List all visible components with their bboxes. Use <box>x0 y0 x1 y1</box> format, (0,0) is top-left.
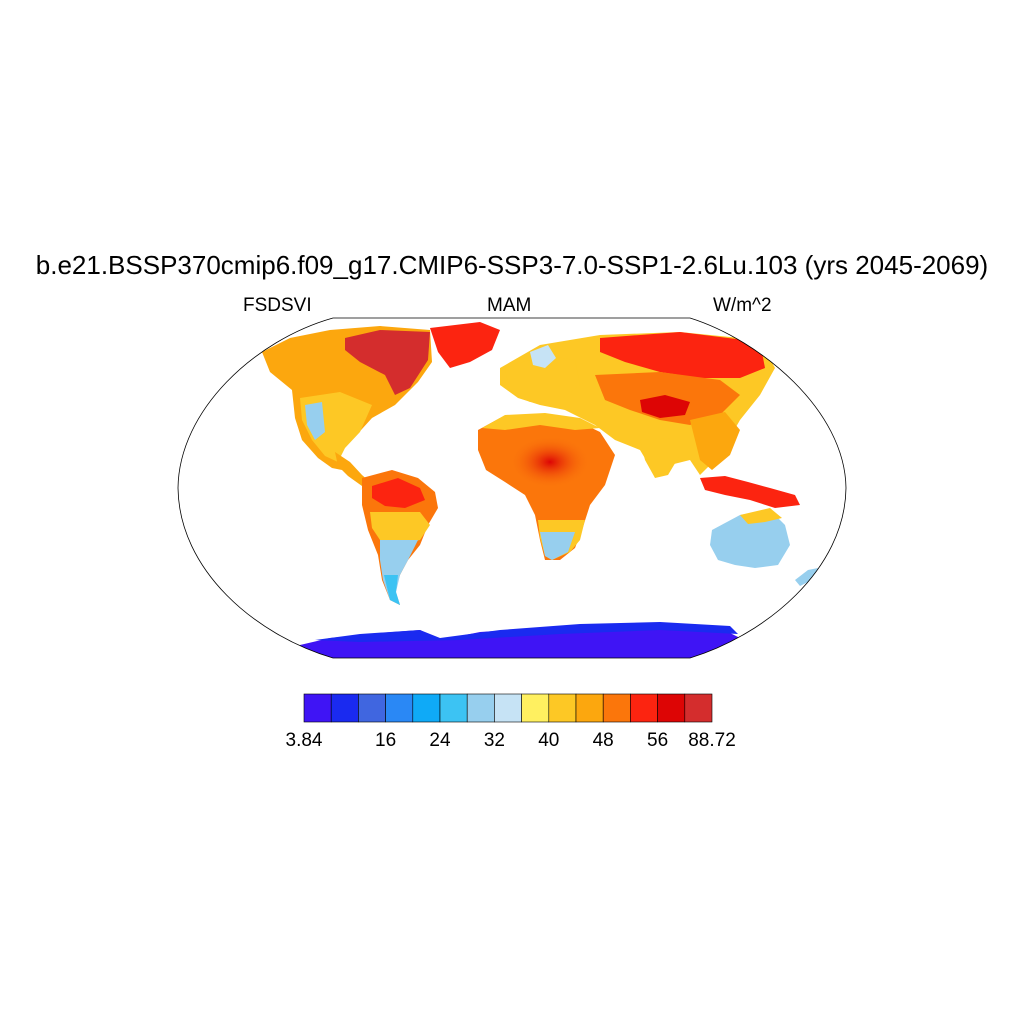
season-label: MAM <box>487 295 532 316</box>
colorbar-tick-label: 16 <box>375 730 397 751</box>
map-boundary <box>177 317 847 659</box>
colorbar-swatch <box>684 693 713 723</box>
us-west-region <box>305 402 325 440</box>
colorbar-swatch <box>385 693 414 723</box>
south-america-south-region <box>370 512 430 545</box>
colorbar-swatch <box>602 693 631 723</box>
colorbar-swatch <box>412 693 441 723</box>
sahara-hot-spot <box>510 436 590 488</box>
colorbar-swatch <box>575 693 604 723</box>
siberia-hot-region <box>600 332 765 378</box>
colorbar-tick-label: 88.72 <box>688 730 736 751</box>
map-land <box>262 322 818 658</box>
colorbar-swatch <box>330 693 359 723</box>
colorbar-tick-label: 48 <box>592 730 614 751</box>
new-zealand-region <box>795 568 818 586</box>
india-region <box>640 438 680 478</box>
colorbar-swatch <box>358 693 386 723</box>
south-africa-tip-region <box>540 532 575 560</box>
colorbar-swatch <box>303 693 332 723</box>
colorbar-swatch <box>494 693 522 723</box>
units-label: W/m^2 <box>713 295 772 316</box>
australia-north-region <box>740 508 782 524</box>
east-asia-region <box>690 412 740 470</box>
colorbar-swatch <box>521 693 550 723</box>
colorbar-tick-label: 56 <box>647 730 669 751</box>
patagonia-south-region <box>384 575 400 605</box>
australia-region <box>710 510 790 568</box>
indonesia-region <box>700 476 800 508</box>
colorbar <box>303 693 713 723</box>
central-america-region <box>335 452 370 486</box>
colorbar-swatch <box>657 693 686 723</box>
tibet-hot-region <box>640 395 690 418</box>
patagonia-region <box>380 540 418 605</box>
greenland-region <box>430 322 500 368</box>
amazon-hot-region <box>372 478 425 508</box>
antarctica-coast-band <box>315 622 738 642</box>
scandinavia-region <box>530 345 556 368</box>
colorbar-tick-label: 24 <box>429 730 451 751</box>
colorbar-swatch <box>466 693 495 723</box>
colorbar-swatch <box>439 693 468 723</box>
north-africa-coast-region <box>482 413 600 430</box>
canada-arctic-region <box>345 330 430 395</box>
colorbar-swatch <box>548 693 577 723</box>
colorbar-tick-label: 32 <box>483 730 505 751</box>
plot-title: b.e21.BSSP370cmip6.f09_g17.CMIP6-SSP3-7.… <box>35 250 989 280</box>
europe-region <box>505 355 580 402</box>
colorbar-swatch <box>630 693 658 723</box>
variable-name: FSDSVI <box>243 295 312 316</box>
colorbar-tick-label: 3.84 <box>285 730 323 751</box>
colorbar-tick-label: 40 <box>538 730 560 751</box>
